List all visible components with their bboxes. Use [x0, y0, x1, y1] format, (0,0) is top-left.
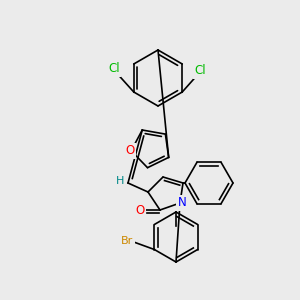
Text: Cl: Cl: [194, 64, 206, 77]
Text: N: N: [178, 196, 186, 209]
Text: O: O: [135, 203, 145, 217]
Text: H: H: [116, 176, 124, 186]
Text: O: O: [126, 144, 135, 157]
Text: Cl: Cl: [108, 62, 120, 76]
Text: Br: Br: [121, 236, 134, 245]
